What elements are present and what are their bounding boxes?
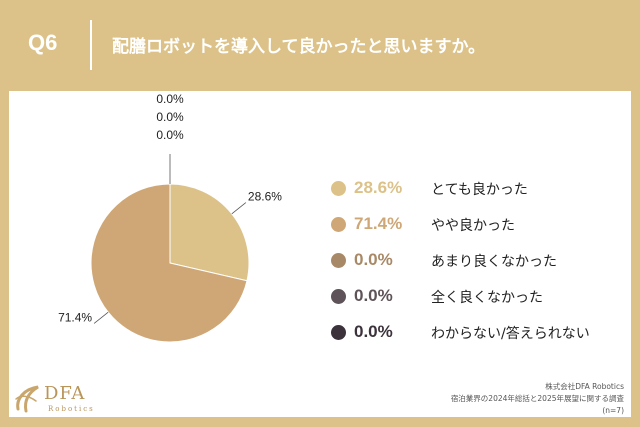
question-number: Q6: [28, 30, 58, 55]
company-logo: DFA Robotics: [14, 379, 124, 419]
logo-subtitle: Robotics: [48, 405, 95, 413]
legend-swatch-icon: [331, 325, 346, 340]
legend-value: 0.0%: [354, 286, 393, 305]
legend-label: 全く良くなかった: [431, 290, 543, 306]
chart-panel: 28.6% 71.4% 0.0% 0.0% 0.0% 28.6% とても良かった 71.…: [9, 91, 631, 417]
legend-label: あまり良くなかった: [431, 254, 557, 270]
data-label: 28.6%: [248, 190, 282, 204]
legend-label: とても良かった: [431, 182, 528, 198]
legend-label: わからない/答えられない: [431, 326, 590, 342]
legend-swatch-icon: [331, 217, 346, 232]
logo-swoosh-icon: [15, 385, 39, 413]
leader-line: [93, 311, 109, 324]
page-title: 配膳ロボットを導入して良かったと思いますか。: [112, 37, 486, 57]
source-note: 株式会社DFA Robotics 宿泊業界の2024年総括と2025年展望に関す…: [451, 381, 624, 417]
header-divider: [90, 20, 92, 70]
legend-value: 28.6%: [354, 178, 403, 197]
legend-value: 71.4%: [354, 214, 403, 233]
data-label: 0.0%: [156, 92, 184, 106]
header: Q6 配膳ロボットを導入して良かったと思いますか。: [0, 0, 640, 90]
source-sample: (n=7): [602, 406, 624, 415]
data-label: 0.0%: [156, 128, 184, 142]
legend-value: 0.0%: [354, 250, 393, 269]
legend-label: やや良かった: [431, 218, 515, 234]
source-survey: 宿泊業界の2024年総括と2025年展望に関する調査: [450, 394, 624, 403]
legend-value: 0.0%: [354, 322, 393, 341]
data-label: 0.0%: [156, 110, 184, 124]
source-company: 株式会社DFA Robotics: [545, 382, 624, 391]
legend-swatch-icon: [331, 289, 346, 304]
legend-swatch-icon: [331, 253, 346, 268]
leader-line: [231, 202, 247, 215]
pie-slice: [90, 183, 248, 343]
legend-swatch-icon: [331, 181, 346, 196]
data-label: 71.4%: [58, 310, 92, 324]
pie-chart: 28.6% 71.4% 0.0% 0.0% 0.0%: [58, 92, 282, 343]
logo-name: DFA: [44, 383, 86, 404]
